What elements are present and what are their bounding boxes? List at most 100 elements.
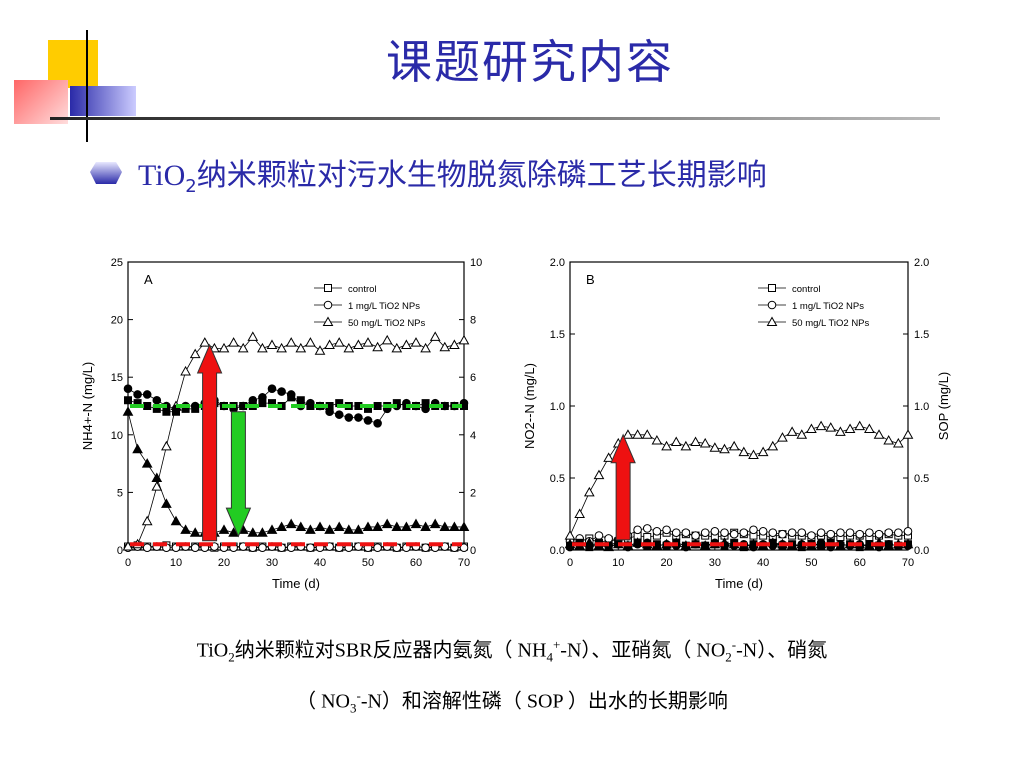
data-point (594, 531, 604, 540)
data-point (199, 337, 211, 347)
data-point (439, 341, 451, 352)
data-point (324, 339, 335, 349)
data-point (285, 337, 297, 347)
data-point (218, 524, 230, 534)
data-point (651, 435, 663, 445)
caption-part: 纳米颗粒对SBR反应器内氨氮（ NH (234, 639, 547, 662)
data-point (257, 342, 268, 353)
data-point (325, 407, 334, 417)
data-point (237, 342, 249, 353)
y-right-tick-label: 0.0 (914, 545, 929, 557)
x-tick-label: 70 (458, 557, 470, 569)
caption-sub: 2 (725, 649, 732, 665)
y-right-tick-label: 2 (470, 487, 476, 499)
data-point (459, 398, 469, 408)
x-tick-label: 50 (805, 557, 817, 569)
data-point (681, 528, 691, 538)
data-point (449, 521, 460, 531)
data-point (334, 410, 344, 419)
data-point (825, 422, 837, 432)
data-point (778, 529, 787, 539)
data-point (632, 429, 643, 439)
data-point (662, 525, 671, 535)
data-point (710, 526, 720, 536)
diamond-bullet-icon (90, 162, 122, 184)
caption-line-2: （ NO3--N）和溶解性磷（ SOP ）出水的长期影响 (40, 677, 984, 728)
data-point (151, 481, 163, 491)
data-point (583, 486, 595, 497)
data-point (884, 528, 893, 538)
data-point (266, 524, 278, 534)
data-point (633, 525, 642, 535)
data-point (883, 540, 895, 550)
deco-blue-square (70, 86, 136, 116)
data-point (141, 458, 153, 468)
data-point (583, 537, 595, 547)
x-tick-label: 40 (757, 557, 769, 569)
x-tick-label: 60 (854, 557, 866, 569)
deco-vertical-line (86, 30, 88, 142)
data-point (142, 543, 152, 552)
data-point (353, 339, 364, 349)
chart-b: 0 10 20 30 40 50 60 700.00.51.01.52.00.00.51.01… (522, 257, 951, 591)
data-point (373, 402, 382, 410)
data-point (324, 524, 335, 534)
data-point (286, 390, 296, 399)
data-point (295, 342, 307, 353)
data-point (593, 469, 605, 480)
data-point (152, 395, 162, 405)
data-point (728, 440, 740, 451)
data-point (757, 446, 769, 457)
y-right-tick-label: 6 (470, 372, 476, 384)
data-point (758, 526, 768, 536)
data-point (661, 440, 672, 451)
data-point (410, 337, 422, 347)
data-point (124, 396, 132, 405)
y-left-tick-label: 2.0 (550, 257, 565, 269)
caption-sub: 2 (228, 649, 235, 665)
data-point (344, 413, 354, 422)
data-point (228, 337, 239, 347)
caption-sub: 3 (349, 700, 357, 716)
caption-part: -N）、硝氮 (736, 639, 828, 662)
data-point (391, 342, 403, 353)
series-line (127, 336, 465, 547)
caption-part: -N）和溶解性磷（ SOP ）出水的长期影响 (360, 690, 728, 713)
y-left-tick-label: 5 (117, 487, 123, 499)
caption-sup: + (552, 637, 561, 652)
data-point (354, 413, 363, 422)
data-point (739, 528, 749, 538)
x-tick-label: 0 (567, 557, 573, 569)
data-point (632, 537, 643, 547)
y-left-tick-label: 0.0 (550, 545, 565, 557)
data-point (353, 524, 364, 534)
legend-label: 1 mg/L TiO2 NPs (348, 301, 420, 312)
x-tick-label: 40 (314, 557, 326, 569)
data-point (603, 541, 614, 552)
data-point (190, 543, 200, 552)
data-point (642, 524, 652, 533)
y-left-tick-label: 20 (111, 315, 123, 327)
data-point (248, 395, 258, 405)
data-point (836, 528, 845, 538)
data-point (323, 300, 333, 310)
data-point (258, 393, 267, 402)
data-point (123, 384, 133, 394)
caption-part: -N）、亚硝氮（ NO (560, 639, 726, 662)
data-point (381, 518, 393, 529)
y-right-tick-label: 10 (470, 257, 482, 269)
data-point (401, 339, 412, 349)
data-point (142, 390, 152, 399)
bullet-rest: 纳米颗粒对污水生物脱氮除磷工艺长期影响 (196, 157, 767, 193)
data-point (777, 432, 788, 442)
y-left-tick-label: 1.5 (550, 329, 565, 341)
data-point (719, 443, 730, 454)
data-point (622, 429, 634, 439)
data-point (815, 420, 827, 431)
data-point (420, 342, 431, 353)
x-tick-label: 60 (410, 557, 422, 569)
data-point (439, 521, 451, 531)
data-point (362, 337, 374, 347)
legend: control 1 mg/L TiO2 NPs 50 mg/L TiO2 NPs (314, 284, 426, 329)
